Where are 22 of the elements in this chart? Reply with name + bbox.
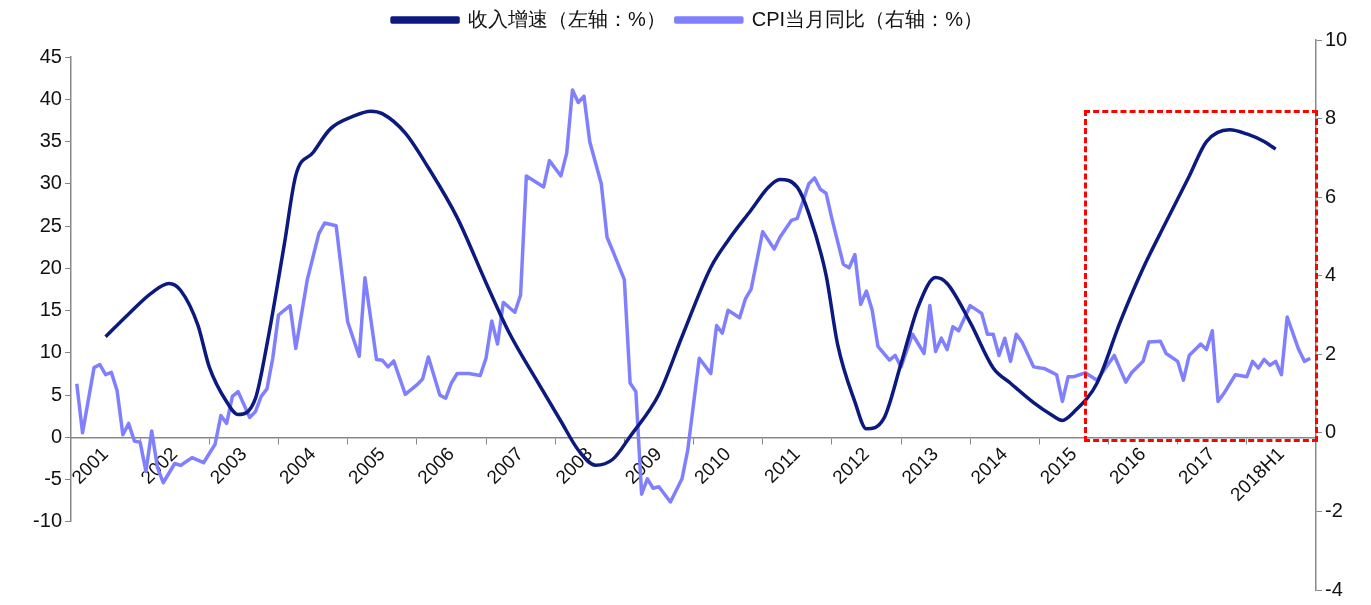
y-tick-label: 15: [39, 298, 62, 321]
y2-tick-label: 6: [1325, 184, 1337, 207]
y-tick-label: 10: [39, 340, 62, 363]
y-tick-label: 35: [39, 129, 62, 152]
legend-label: 收入增速（左轴：%）: [468, 7, 666, 30]
y2-tick-label: 0: [1325, 420, 1337, 443]
y-tick-label: 40: [39, 86, 62, 109]
y2-tick-label: 8: [1325, 106, 1337, 129]
y2-tick-label: 2: [1325, 341, 1337, 364]
y-tick-label: 20: [39, 255, 62, 278]
y2-tick-label: -4: [1325, 577, 1343, 600]
y-tick-label: -10: [33, 509, 62, 532]
y-tick-label: 25: [39, 213, 62, 236]
y2-tick-label: 4: [1325, 263, 1337, 286]
legend-label: CPI当月同比（右轴：%）: [751, 7, 983, 30]
y2-tick-label: -2: [1325, 498, 1343, 521]
y-tick-label: -5: [44, 467, 62, 490]
y-tick-label: 0: [50, 424, 62, 447]
y-tick-label: 5: [50, 382, 62, 405]
y-tick-label: 45: [39, 44, 62, 67]
y-tick-label: 30: [39, 171, 62, 194]
y2-tick-label: 10: [1325, 27, 1348, 50]
